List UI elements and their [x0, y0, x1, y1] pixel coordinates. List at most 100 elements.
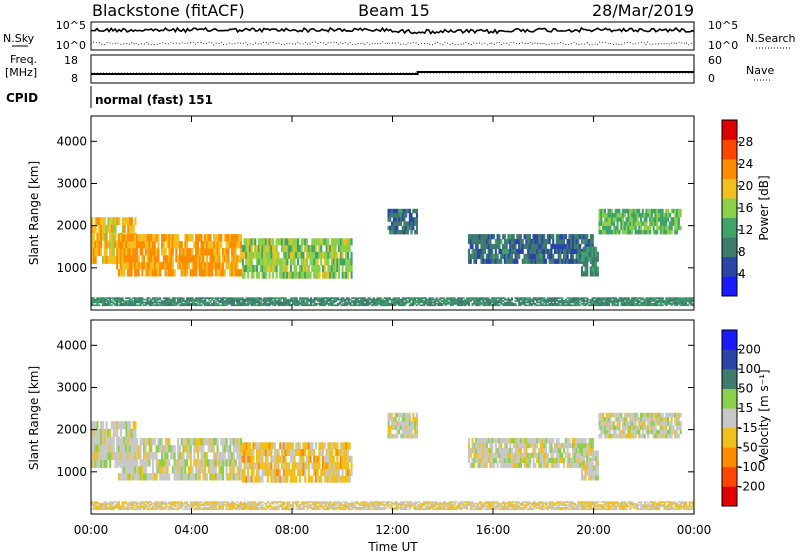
- echo-cell: [148, 300, 150, 302]
- echo-cell: [416, 221, 418, 226]
- sky-noise-line: [91, 28, 694, 34]
- echo-cell: [651, 221, 653, 226]
- echo-cell: [324, 456, 326, 463]
- echo-cell: [631, 299, 633, 301]
- echo-cell: [651, 217, 653, 222]
- echo-cell: [236, 473, 238, 480]
- echo-cell: [572, 244, 574, 249]
- echo-cell: [190, 445, 192, 452]
- echo-cell: [479, 458, 481, 463]
- echo-cell: [343, 258, 345, 265]
- echo-cell: [165, 297, 167, 299]
- echo-cell: [647, 213, 649, 218]
- echo-cell: [636, 213, 638, 218]
- echo-cell: [396, 413, 398, 418]
- echo-cell: [618, 217, 620, 222]
- echo-cell: [479, 463, 481, 468]
- echo-cell: [227, 241, 229, 248]
- echo-cell: [192, 248, 194, 255]
- echo-cell: [579, 297, 581, 299]
- echo-cell: [613, 213, 615, 218]
- echo-cell: [165, 459, 167, 466]
- echo-cell: [285, 299, 287, 301]
- echo-cell: [276, 300, 278, 302]
- echo-cell: [231, 234, 233, 241]
- echo-cell: [113, 503, 115, 505]
- echo-cell: [290, 238, 292, 245]
- echo-cell: [172, 241, 174, 248]
- echo-cell: [308, 252, 310, 259]
- echo-cell: [649, 213, 651, 218]
- echo-cell: [497, 244, 499, 249]
- echo-cell: [310, 476, 312, 483]
- echo-cell: [407, 297, 409, 299]
- echo-cell: [516, 448, 518, 453]
- echo-cell: [254, 462, 256, 469]
- echo-cell: [550, 463, 552, 468]
- echo-cell: [104, 437, 106, 445]
- echo-cell: [563, 458, 565, 463]
- echo-cell: [113, 437, 115, 445]
- echo-cell: [215, 473, 217, 480]
- echo-cell: [550, 297, 552, 299]
- echo-cell: [504, 254, 506, 259]
- echo-cell: [161, 466, 163, 473]
- echo-cell: [655, 299, 657, 301]
- echo-cell: [98, 248, 100, 256]
- echo-cell: [252, 238, 254, 245]
- echo-cell: [638, 209, 640, 214]
- echo-cell: [96, 452, 98, 460]
- echo-cell: [358, 297, 360, 299]
- echo-cell: [98, 429, 100, 437]
- echo-cell: [536, 297, 538, 299]
- echo-cell: [301, 245, 303, 252]
- echo-cell: [318, 442, 320, 449]
- echo-cell: [217, 473, 219, 480]
- echo-cell: [520, 299, 522, 301]
- echo-cell: [603, 302, 605, 304]
- echo-cell: [493, 234, 495, 239]
- echo-cell: [115, 217, 117, 225]
- echo-cell: [642, 209, 644, 214]
- sky-panel: N.Sky 10^5 10^0 10^5 10^0 N.Search: [3, 19, 796, 52]
- echo-cell: [671, 430, 673, 435]
- echo-cell: [669, 297, 671, 299]
- echo-cell: [506, 448, 508, 453]
- echo-cell: [558, 239, 560, 244]
- echo-cell: [533, 244, 535, 249]
- echo-cell: [609, 217, 611, 222]
- echo-cell: [599, 413, 601, 418]
- echo-cell: [491, 297, 493, 299]
- echo-cell: [513, 303, 515, 305]
- echo-cell: [295, 238, 297, 245]
- echo-cell: [209, 255, 211, 262]
- echo-cell: [122, 459, 124, 466]
- echo-cell: [577, 297, 579, 299]
- echo-cell: [484, 302, 486, 304]
- echo-cell: [145, 302, 147, 304]
- echo-cell: [183, 297, 185, 299]
- echo-cell: [470, 297, 472, 299]
- echo-cell: [335, 462, 337, 469]
- echo-cell: [247, 449, 249, 456]
- echo-cell: [633, 217, 635, 222]
- echo-cell: [412, 217, 414, 222]
- echo-cell: [276, 456, 278, 463]
- echo-cell: [556, 463, 558, 468]
- echo-cell: [678, 434, 680, 439]
- echo-cell: [106, 444, 108, 452]
- echo-cell: [602, 213, 604, 218]
- echo-cell: [411, 430, 413, 435]
- echo-cell: [667, 417, 669, 422]
- echo-cell: [520, 234, 522, 239]
- echo-cell: [602, 226, 604, 231]
- echo-cell: [588, 438, 590, 443]
- echo-cell: [581, 451, 583, 456]
- echo-cell: [403, 434, 405, 439]
- echo-cell: [683, 299, 685, 301]
- echo-cell: [507, 254, 509, 259]
- echo-cell: [276, 245, 278, 252]
- echo-cell: [279, 238, 281, 245]
- echo-cell: [627, 230, 629, 235]
